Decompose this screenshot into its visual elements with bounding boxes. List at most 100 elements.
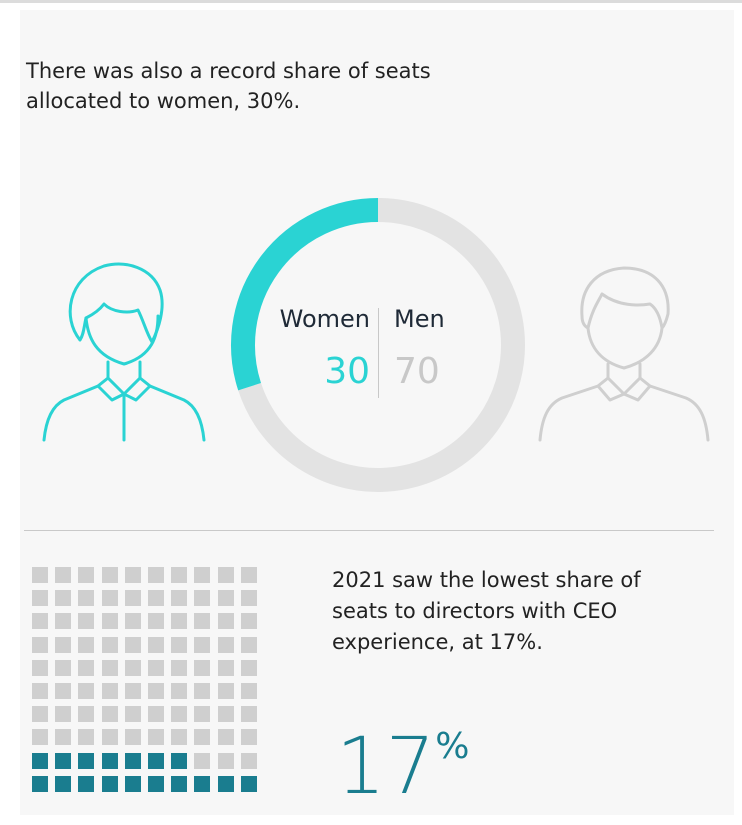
waffle-cell-highlighted [240, 775, 257, 792]
waffle-cell [171, 613, 188, 630]
waffle-cell [240, 590, 257, 607]
waffle-cell-highlighted [124, 775, 141, 792]
waffle-cell [124, 683, 141, 699]
waffle-cell-highlighted [171, 775, 188, 792]
waffle-cell [194, 752, 211, 769]
waffle-cell [55, 613, 72, 630]
headline-ceo-experience: 2021 saw the lowest share of seats to di… [332, 568, 641, 654]
waffle-cell [101, 729, 118, 746]
waffle-cell [194, 613, 211, 630]
waffle-cell [124, 567, 141, 583]
donut-svg [231, 198, 525, 492]
waffle-cell [124, 729, 141, 746]
waffle-cell-highlighted [124, 752, 141, 769]
man-icon [538, 266, 710, 442]
waffle-cell [148, 683, 164, 699]
waffle-cell [55, 729, 72, 746]
waffle-cell [124, 636, 141, 653]
waffle-cell [240, 706, 257, 723]
waffle-cell-highlighted [55, 775, 72, 792]
waffle-cell [171, 659, 188, 676]
waffle-cell [148, 659, 164, 676]
waffle-cell [55, 659, 72, 676]
woman-icon [42, 262, 206, 442]
waffle-cell [78, 613, 95, 630]
waffle-cell [171, 636, 188, 653]
waffle-cell-highlighted [101, 775, 118, 792]
waffle-cell [101, 636, 118, 653]
waffle-cell-highlighted [217, 775, 234, 792]
waffle-cell [194, 636, 211, 653]
waffle-cell [55, 567, 72, 583]
ceo-experience-waffle-chart [32, 567, 262, 801]
waffle-cell [217, 567, 234, 583]
waffle-cell [124, 590, 141, 607]
waffle-cell [101, 567, 118, 583]
waffle-cell [55, 636, 72, 653]
waffle-cell [217, 590, 234, 607]
waffle-cell-highlighted [194, 775, 211, 792]
waffle-cell [148, 590, 164, 607]
waffle-cell [171, 706, 188, 723]
waffle-cell [32, 636, 48, 653]
waffle-cell-highlighted [78, 775, 95, 792]
donut-center-divider [378, 308, 379, 398]
waffle-cell [101, 590, 118, 607]
waffle-cell [124, 659, 141, 676]
waffle-cell [101, 706, 118, 723]
waffle-cell [32, 706, 48, 723]
waffle-cell [171, 567, 188, 583]
value-women: 30 [324, 351, 370, 392]
big-percentage: 17% [336, 722, 469, 812]
waffle-cell-highlighted [171, 752, 188, 769]
waffle-cell [194, 706, 211, 723]
waffle-cell [217, 613, 234, 630]
waffle-cell-highlighted [148, 775, 164, 792]
waffle-cell [32, 683, 48, 699]
big-percentage-value: 17 [336, 722, 436, 812]
waffle-cell [148, 613, 164, 630]
waffle-cell [148, 729, 164, 746]
top-border [0, 0, 742, 3]
infographic-panel: There was also a record share of seats a… [20, 10, 734, 815]
waffle-cell [171, 683, 188, 699]
waffle-cell [78, 683, 95, 699]
waffle-cell [78, 729, 95, 746]
waffle-cell [194, 683, 211, 699]
waffle-cell [194, 567, 211, 583]
waffle-cell [217, 683, 234, 699]
donut-segment-men [238, 198, 525, 492]
waffle-cell [217, 636, 234, 653]
waffle-cell [124, 706, 141, 723]
waffle-cell [78, 659, 95, 676]
waffle-cell [101, 613, 118, 630]
waffle-cell [240, 683, 257, 699]
waffle-cell [171, 729, 188, 746]
waffle-cell [194, 659, 211, 676]
waffle-cell [32, 729, 48, 746]
donut-segment-women [231, 198, 379, 391]
waffle-cell [78, 590, 95, 607]
waffle-cell [148, 636, 164, 653]
waffle-cell-highlighted [78, 752, 95, 769]
waffle-cell [240, 729, 257, 746]
waffle-cell [240, 636, 257, 653]
waffle-cell [148, 567, 164, 583]
waffle-cell-highlighted [148, 752, 164, 769]
waffle-cell [240, 613, 257, 630]
waffle-cell [171, 590, 188, 607]
waffle-cell-highlighted [101, 752, 118, 769]
waffle-cell [78, 706, 95, 723]
waffle-cell [124, 613, 141, 630]
waffle-cell [32, 659, 48, 676]
waffle-cell [194, 729, 211, 746]
value-men: 70 [394, 351, 440, 392]
section-divider [24, 530, 714, 531]
waffle-cell [55, 590, 72, 607]
headline-women-share: There was also a record share of seats a… [26, 59, 431, 113]
waffle-cell [78, 567, 95, 583]
waffle-cell [32, 567, 48, 583]
legend-label-men: Men [394, 305, 445, 333]
waffle-cell [240, 752, 257, 769]
waffle-cell [217, 752, 234, 769]
